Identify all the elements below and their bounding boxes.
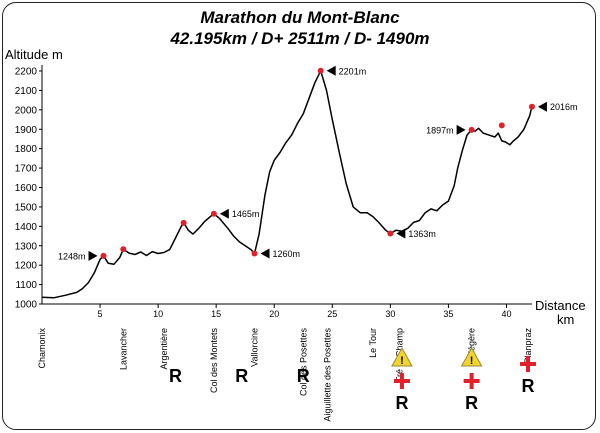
y-ticks: 1000 1100 1200 1300 1400 1500 1600 1700 1800 1900… (15, 67, 42, 311)
annotation-pointer (88, 250, 98, 261)
elevation-line (41, 70, 533, 299)
annotation-pointer (537, 101, 547, 112)
refuel-icon: R (169, 366, 182, 386)
y-tick-label: 1700 (15, 164, 38, 175)
y-tick-label: 1000 (15, 300, 38, 311)
x-tick-label: 40 (501, 309, 511, 319)
cross-icon (399, 373, 404, 389)
axes (41, 65, 532, 305)
y-tick-label: 1300 (15, 241, 38, 252)
cross-icon (526, 356, 530, 372)
warning-mark: ! (400, 355, 404, 367)
y-tick-label: 1600 (15, 183, 38, 194)
place-label: Vallorcine (250, 328, 260, 367)
x-ticks: 5 10 15 20 25 30 35 40 (98, 304, 511, 319)
annotation-pointer (219, 208, 229, 219)
y-tick-label: 1800 (15, 144, 38, 155)
y-tick-label: 1400 (15, 222, 38, 233)
x-axis-label: Distance (535, 298, 586, 313)
annotation-pointer (260, 248, 270, 259)
x-tick-label: 10 (153, 309, 163, 319)
annotation-label: 1260m (272, 249, 300, 259)
place-label: Lavancher (118, 328, 128, 370)
place-label: Chamonix (37, 328, 47, 369)
annotation-label: 1897m (426, 125, 454, 135)
y-tick-label: 1200 (15, 261, 38, 272)
warning-mark: ! (470, 355, 474, 367)
refuel-icon: R (465, 393, 478, 413)
annotation-label: 2016m (550, 102, 578, 112)
warning-icon (391, 346, 413, 367)
place-label: Aiguillette des Posettes (323, 328, 333, 422)
annotation-label: 2201m (339, 66, 367, 76)
frame-border (2, 2, 596, 430)
y-tick-label: 1900 (15, 125, 38, 136)
x-tick-label: 20 (269, 309, 279, 319)
refuel-icon: R (395, 393, 408, 413)
annotation-label: 1248m (58, 251, 86, 261)
x-tick-label: 30 (385, 309, 395, 319)
refuel-icon: R (297, 366, 310, 386)
annotation-label: 1465m (232, 209, 260, 219)
annotation-group: 1248m 1465m 1260m 2201m 1363m 1897m 2016m (58, 65, 578, 261)
refuel-icon: R (522, 376, 535, 396)
marker-group (100, 67, 535, 259)
x-tick-label: 35 (443, 309, 453, 319)
summit-marker (180, 219, 187, 226)
summit-marker (210, 210, 217, 217)
place-label: Col des Montets (209, 328, 219, 394)
chart-title: Marathon du Mont-Blanc (200, 8, 400, 27)
summit-marker (100, 252, 107, 259)
annotation-pointer (396, 228, 406, 239)
x-axis-unit-label: km (557, 312, 575, 327)
summit-marker (120, 246, 127, 253)
summit-marker (528, 103, 535, 110)
x-tick-label: 25 (327, 309, 337, 319)
place-label: Le Tour (368, 328, 378, 358)
place-label: Planpraz (523, 328, 533, 364)
place-label: Flégère (467, 328, 477, 359)
place-label-group: Chamonix Lavancher Argentière Col des Monte… (37, 328, 533, 422)
y-tick-label: 2100 (15, 86, 38, 97)
summit-marker (251, 250, 258, 257)
annotation-label: 1363m (408, 229, 436, 239)
y-tick-label: 2000 (15, 105, 38, 116)
summit-marker (317, 67, 324, 74)
y-tick-label: 1500 (15, 202, 38, 213)
cross-icon (469, 373, 474, 389)
summit-marker (387, 230, 394, 237)
place-label: Col des Posettes (298, 328, 308, 397)
annotation-pointer (326, 65, 336, 76)
summit-marker (498, 122, 505, 129)
station-icon-group: R R R! R! R R (169, 346, 536, 413)
elevation-line-group (41, 70, 533, 299)
place-label: Argentière (159, 328, 169, 370)
y-axis-label: Altitude m (5, 47, 63, 62)
annotation-pointer (456, 124, 466, 135)
x-tick-label: 15 (211, 309, 221, 319)
warning-icon (460, 346, 483, 367)
x-tick-label: 5 (98, 309, 103, 319)
y-tick-label: 2200 (15, 67, 38, 78)
refuel-icon: R (235, 366, 248, 386)
y-tick-label: 1100 (15, 280, 37, 291)
chart-subtitle: 42.195km / D+ 2511m / D- 1490m (170, 29, 430, 48)
summit-marker (468, 126, 475, 133)
